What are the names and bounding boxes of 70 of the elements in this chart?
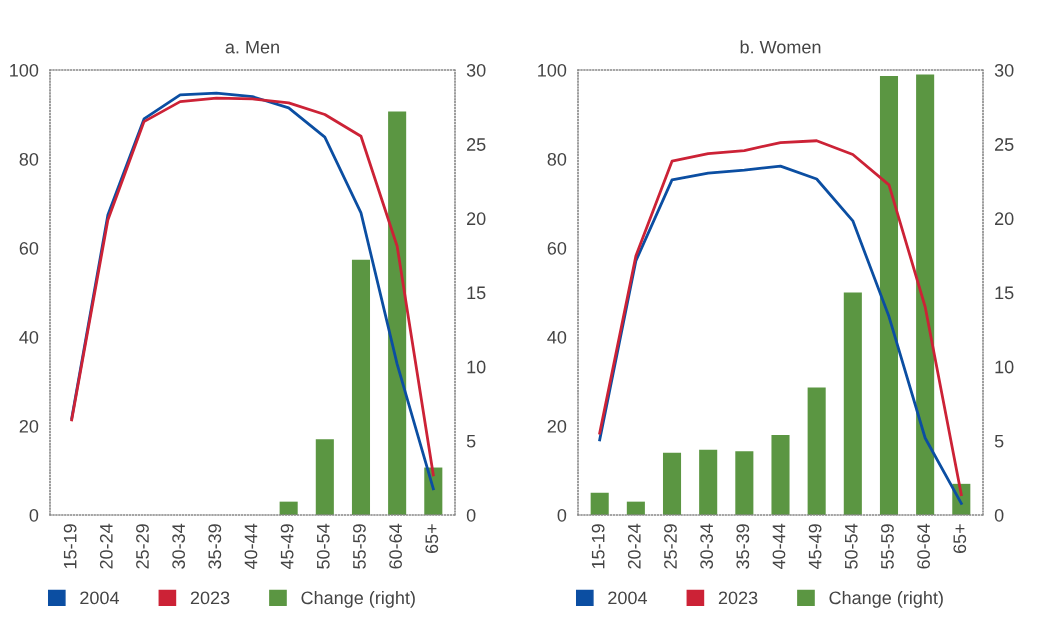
y-tick-label: 80: [547, 152, 567, 166]
legend-label: Change (right): [829, 591, 943, 608]
x-tick-label: 65+: [425, 524, 439, 554]
legend-label: 2023: [190, 591, 230, 605]
x-tick-label: 20-24: [627, 523, 641, 569]
y2-tick-label: 0: [466, 508, 476, 522]
bar: [315, 439, 334, 515]
x-tick-label: 15-19: [63, 524, 77, 569]
y2-tick-label: 10: [995, 360, 1014, 374]
y2-tick-label: 15: [467, 286, 486, 300]
x-tick-label: 45-49: [280, 524, 294, 570]
bar: [351, 259, 371, 515]
y-tick-label: 20: [547, 419, 567, 433]
legend-label: 2004: [608, 591, 648, 605]
bar: [388, 111, 407, 515]
y-tick-label: 0: [29, 508, 39, 522]
y2-tick-label: 15: [995, 286, 1014, 300]
x-tick-label: 60-64: [917, 523, 930, 569]
bar: [626, 501, 645, 515]
x-tick-label: 40-44: [244, 523, 258, 570]
y2-tick-label: 30: [994, 63, 1014, 77]
chart-title: a. Men: [225, 40, 279, 54]
legend-label: 2023: [718, 591, 758, 605]
bar: [916, 74, 935, 515]
legend-label: 2004: [80, 591, 120, 605]
y2-tick-label: 5: [994, 434, 1004, 448]
bar: [699, 449, 718, 515]
y-tick-label: 20: [19, 419, 39, 433]
x-tick-label: 45-49: [808, 524, 822, 570]
y-tick-label: 100: [538, 63, 567, 77]
y-tick-label: 60: [547, 241, 567, 255]
x-tick-label: 50-54: [316, 523, 330, 569]
legend-label: Change (right): [301, 591, 415, 608]
chart-title: b. Women: [740, 40, 821, 54]
y-tick-label: 0: [557, 508, 567, 522]
y-tick-label: 40: [547, 330, 567, 344]
y-tick-label: 80: [19, 152, 39, 166]
bar: [807, 387, 826, 515]
y2-tick-label: 30: [466, 63, 486, 77]
x-tick-label: 35-39: [208, 524, 222, 569]
y2-tick-label: 0: [994, 508, 1004, 522]
y2-tick-label: 5: [466, 434, 476, 448]
bar: [279, 501, 298, 515]
x-tick-label: 60-64: [389, 523, 402, 569]
y-tick-label: 60: [19, 241, 39, 255]
x-tick-label: 25-29: [664, 524, 677, 569]
bar: [843, 292, 862, 515]
bar: [590, 492, 609, 515]
y2-tick-label: 25: [467, 138, 486, 151]
bar: [662, 452, 682, 515]
x-tick-label: 30-34: [172, 523, 186, 569]
y2-tick-label: 10: [467, 360, 486, 374]
y2-tick-label: 25: [995, 138, 1014, 151]
y-tick-label: 40: [19, 330, 39, 344]
bar: [771, 434, 790, 515]
y-tick-label: 100: [10, 63, 39, 77]
x-tick-label: 55-59: [881, 524, 894, 569]
x-tick-label: 25-29: [136, 524, 149, 569]
bar: [879, 75, 899, 515]
x-tick-label: 20-24: [99, 523, 113, 569]
bar: [735, 451, 754, 515]
x-tick-label: 50-54: [844, 523, 858, 569]
x-tick-label: 55-59: [353, 524, 366, 569]
y2-tick-label: 20: [995, 212, 1014, 226]
y2-tick-label: 20: [467, 212, 486, 226]
x-tick-label: 30-34: [700, 523, 714, 569]
x-tick-label: 35-39: [736, 524, 750, 569]
x-tick-label: 40-44: [772, 523, 786, 570]
x-tick-label: 15-19: [591, 524, 605, 569]
x-tick-label: 65+: [953, 524, 967, 554]
